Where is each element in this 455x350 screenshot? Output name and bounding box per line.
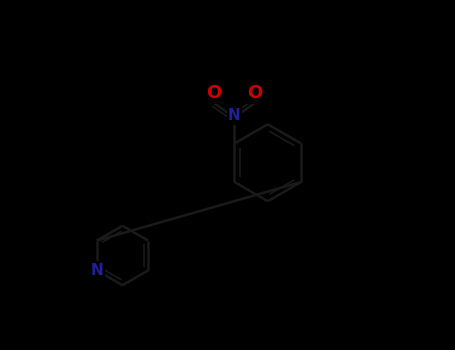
Text: O: O — [207, 84, 222, 102]
Text: N: N — [91, 263, 103, 278]
Text: O: O — [247, 84, 263, 102]
Text: N: N — [228, 108, 241, 123]
